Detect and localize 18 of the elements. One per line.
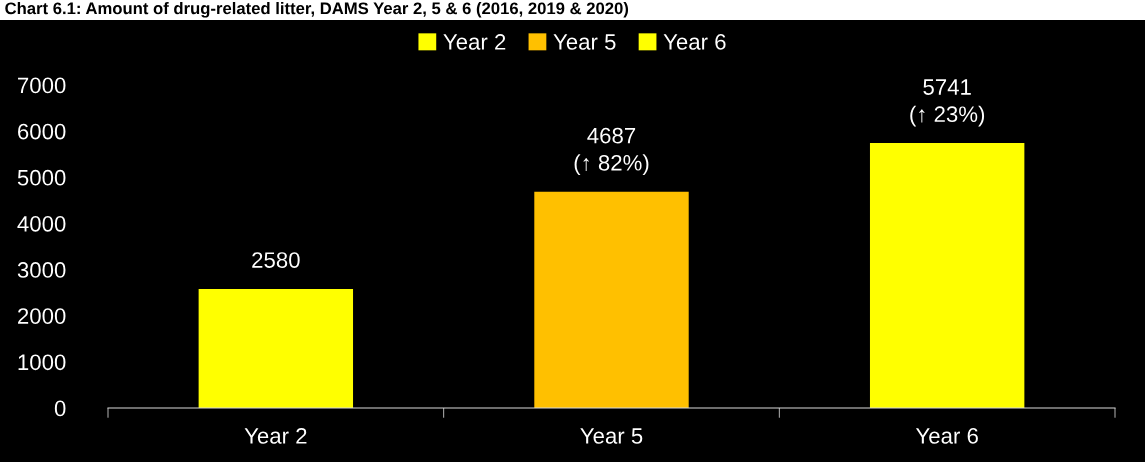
y-tick-label: 2000	[18, 308, 66, 324]
data-label: 2580	[252, 252, 300, 268]
y-tick-label: 0	[54, 400, 66, 417]
legend-label: Year 2	[443, 34, 506, 50]
y-tick-label: 5000	[17, 169, 66, 186]
y-tick-label: 3000	[17, 262, 66, 278]
x-tick-label: Year 5	[580, 428, 643, 444]
y-tick-label: 4000	[17, 215, 66, 232]
y-tick-label: 6000	[18, 123, 66, 140]
x-tick-label: Year 2	[244, 428, 307, 444]
data-label: 4687 (↑ 82%)	[574, 127, 649, 176]
legend-label: Year 5	[553, 34, 616, 50]
y-tick-label: 7000	[18, 77, 66, 94]
x-tick-label: Year 6	[915, 428, 978, 444]
chart-title: Chart 6.1: Amount of drug-related litter, DAMS Year 2, 5 & 6 (2016, 2019 & 2020)	[5, 2, 629, 18]
legend-label: Year 6	[663, 34, 726, 50]
data-label: 5741 (↑ 23%)	[910, 79, 985, 127]
y-tick-label: 1000	[18, 354, 66, 371]
